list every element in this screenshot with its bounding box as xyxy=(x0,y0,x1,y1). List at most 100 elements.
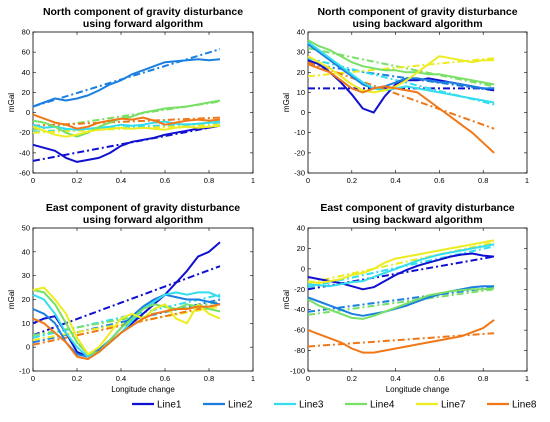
y-tick-label: -60 xyxy=(294,326,305,335)
chart-title: North component of gravity disturbance xyxy=(317,6,517,18)
series-line-line3 xyxy=(307,41,495,104)
x-axis-label: Longitude change xyxy=(386,385,450,394)
y-tick-label: 20 xyxy=(22,88,30,97)
y-tick-label: 20 xyxy=(297,244,305,253)
legend-label: Line8 xyxy=(512,400,537,411)
y-tick-label: 10 xyxy=(297,88,305,97)
series-line-line4 xyxy=(32,289,221,356)
series-line-line8 xyxy=(307,63,495,154)
x-tick-label: 1 xyxy=(525,374,529,383)
series-line-line2 xyxy=(32,58,221,108)
x-tick-label: 1 xyxy=(251,374,255,383)
x-tick-label: 0.6 xyxy=(160,176,170,185)
chart-title: using backward algorithm xyxy=(352,214,482,226)
y-tick-label: 30 xyxy=(297,48,305,57)
y-tick-label: 20 xyxy=(297,68,305,77)
y-tick-label: 0 xyxy=(26,343,30,352)
legend-label: Line2 xyxy=(228,400,253,411)
y-tick-label: 50 xyxy=(22,224,30,233)
y-tick-label: -20 xyxy=(294,148,305,157)
y-tick-label: 80 xyxy=(22,28,30,37)
y-tick-label: -40 xyxy=(294,305,305,314)
x-tick-label: 0 xyxy=(31,374,35,383)
series-line-line2 xyxy=(307,43,495,90)
y-tick-label: 0 xyxy=(301,264,305,273)
x-tick-label: 0.8 xyxy=(204,374,214,383)
legend-label: Line4 xyxy=(370,400,395,411)
series-line-line1 xyxy=(32,124,221,163)
series-line-line4 xyxy=(32,99,221,138)
x-tick-label: 0.4 xyxy=(390,374,400,383)
series-line-line8 xyxy=(307,319,495,354)
x-tick-label: 0.8 xyxy=(204,176,214,185)
y-tick-label: 40 xyxy=(297,28,305,37)
y-tick-label: -30 xyxy=(294,169,305,178)
y-tick-label: 40 xyxy=(22,68,30,77)
y-axis-label: mGal xyxy=(282,93,291,112)
x-axis-label: Longitude change xyxy=(111,385,175,394)
x-tick-label: 0.4 xyxy=(390,176,400,185)
y-axis-label: mGal xyxy=(7,290,16,309)
series-line-line3 xyxy=(32,291,221,358)
x-tick-label: 0 xyxy=(31,176,35,185)
trend-line-line2 xyxy=(32,48,221,108)
y-tick-label: -20 xyxy=(19,128,30,137)
series-line-line7 xyxy=(32,286,221,356)
x-tick-label: 0 xyxy=(306,374,310,383)
trend-line-line1 xyxy=(32,265,221,337)
chart-title: East component of gravity disturbance xyxy=(320,202,514,214)
plot-area xyxy=(32,31,254,174)
x-tick-label: 1 xyxy=(251,176,255,185)
chart-title: using forward algorithm xyxy=(83,18,203,30)
x-tick-label: 0.6 xyxy=(434,176,444,185)
series-line-line2 xyxy=(307,285,495,317)
trend-line-line2 xyxy=(307,63,495,92)
chart-title: North component of gravity disturbance xyxy=(43,6,243,18)
trend-line-line2 xyxy=(307,286,495,313)
y-tick-label: -100 xyxy=(290,367,305,376)
x-tick-label: 0 xyxy=(306,176,310,185)
y-tick-label: -60 xyxy=(19,169,30,178)
series-line-line7 xyxy=(307,55,495,94)
x-tick-label: 1 xyxy=(525,176,529,185)
legend-label: Line3 xyxy=(299,400,324,411)
y-tick-label: -80 xyxy=(294,346,305,355)
series-line-line8 xyxy=(32,113,221,130)
series-line-line4 xyxy=(307,287,495,320)
y-tick-label: 10 xyxy=(22,319,30,328)
series-line-line7 xyxy=(32,124,221,138)
x-tick-label: 0.6 xyxy=(434,374,444,383)
x-tick-label: 0.4 xyxy=(116,374,126,383)
chart-title: using backward algorithm xyxy=(352,18,482,30)
y-tick-label: -10 xyxy=(294,128,305,137)
trend-line-line7 xyxy=(307,241,495,285)
chart-title: East component of gravity disturbance xyxy=(46,202,240,214)
y-tick-label: 60 xyxy=(22,48,30,57)
x-tick-label: 0.8 xyxy=(478,374,488,383)
y-tick-label: -40 xyxy=(19,148,30,157)
y-axis-label: mGal xyxy=(7,93,16,112)
y-tick-label: 30 xyxy=(22,271,30,280)
trend-line-line8 xyxy=(307,61,495,130)
x-tick-label: 0.6 xyxy=(160,374,170,383)
x-tick-label: 0.2 xyxy=(72,176,82,185)
y-tick-label: -10 xyxy=(19,367,30,376)
y-tick-label: 0 xyxy=(301,108,305,117)
x-tick-label: 0.4 xyxy=(116,176,126,185)
chart-title: using forward algorithm xyxy=(83,214,203,226)
legend-label: Line7 xyxy=(441,400,466,411)
x-tick-label: 0.2 xyxy=(347,374,357,383)
series-line-line3 xyxy=(32,120,221,131)
legend-label: Line1 xyxy=(157,400,182,411)
y-axis-label: mGal xyxy=(282,290,291,309)
x-tick-label: 0.2 xyxy=(72,374,82,383)
x-tick-label: 0.8 xyxy=(478,176,488,185)
x-tick-label: 0.2 xyxy=(347,176,357,185)
series-line-line4 xyxy=(307,39,495,86)
trend-line-line4 xyxy=(307,288,495,316)
series-line-line3 xyxy=(307,243,495,288)
y-tick-label: 40 xyxy=(297,224,305,233)
y-tick-label: 0 xyxy=(26,108,30,117)
